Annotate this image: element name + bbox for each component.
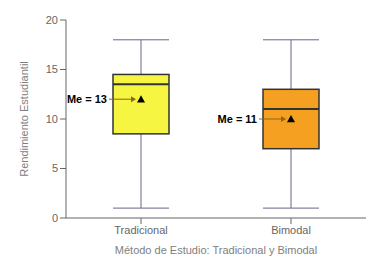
svg-text:Tradicional: Tradicional	[114, 224, 167, 236]
svg-text:10: 10	[46, 113, 58, 125]
svg-text:5: 5	[52, 162, 58, 174]
svg-text:20: 20	[46, 14, 58, 26]
svg-text:15: 15	[46, 63, 58, 75]
svg-text:0: 0	[52, 212, 58, 224]
svg-text:Método de Estudio: Tradicional: Método de Estudio: Tradicional y Bimodal	[115, 244, 317, 256]
svg-text:Rendimiento Estudiantil: Rendimiento Estudiantil	[18, 61, 30, 177]
svg-text:Me = 13: Me = 13	[67, 93, 107, 105]
svg-text:Bimodal: Bimodal	[271, 224, 311, 236]
svg-text:Me = 11: Me = 11	[218, 113, 257, 125]
